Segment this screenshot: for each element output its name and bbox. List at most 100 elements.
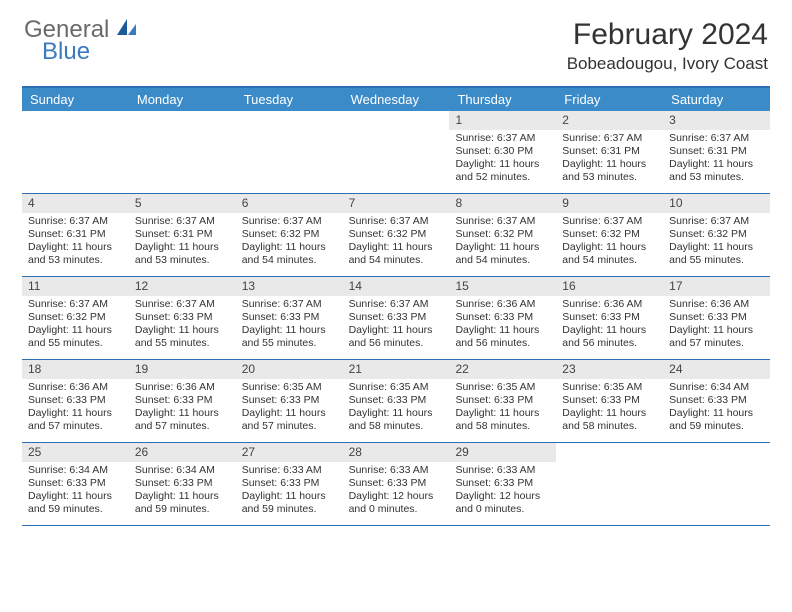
day-info: Sunrise: 6:37 AMSunset: 6:32 PMDaylight:…: [343, 213, 450, 272]
day-info: Sunrise: 6:37 AMSunset: 6:32 PMDaylight:…: [663, 213, 770, 272]
day-info: Sunrise: 6:35 AMSunset: 6:33 PMDaylight:…: [556, 379, 663, 438]
calendar-cell: 4Sunrise: 6:37 AMSunset: 6:31 PMDaylight…: [22, 194, 129, 276]
daylight-text: Daylight: 11 hours and 56 minutes.: [455, 324, 550, 350]
daylight-text: Daylight: 12 hours and 0 minutes.: [349, 490, 444, 516]
daylight-text: Daylight: 11 hours and 55 minutes.: [669, 241, 764, 267]
sunset-text: Sunset: 6:33 PM: [455, 477, 550, 490]
daylight-text: Daylight: 11 hours and 56 minutes.: [562, 324, 657, 350]
daylight-text: Daylight: 11 hours and 59 minutes.: [135, 490, 230, 516]
sunrise-text: Sunrise: 6:37 AM: [562, 132, 657, 145]
dayhead-sat: Saturday: [663, 88, 770, 111]
day-info: Sunrise: 6:37 AMSunset: 6:31 PMDaylight:…: [663, 130, 770, 189]
daylight-text: Daylight: 11 hours and 54 minutes.: [455, 241, 550, 267]
day-number: 12: [129, 277, 236, 296]
daylight-text: Daylight: 11 hours and 54 minutes.: [349, 241, 444, 267]
sunset-text: Sunset: 6:33 PM: [669, 311, 764, 324]
calendar-cell: 22Sunrise: 6:35 AMSunset: 6:33 PMDayligh…: [449, 360, 556, 442]
sunrise-text: Sunrise: 6:36 AM: [135, 381, 230, 394]
sunset-text: Sunset: 6:33 PM: [455, 394, 550, 407]
day-number: 18: [22, 360, 129, 379]
logo-sail-icon: [116, 18, 138, 41]
sunset-text: Sunset: 6:31 PM: [562, 145, 657, 158]
day-info: Sunrise: 6:37 AMSunset: 6:32 PMDaylight:…: [556, 213, 663, 272]
sunrise-text: Sunrise: 6:37 AM: [349, 298, 444, 311]
sunrise-text: Sunrise: 6:37 AM: [242, 215, 337, 228]
sunrise-text: Sunrise: 6:36 AM: [28, 381, 123, 394]
day-number: 16: [556, 277, 663, 296]
calendar-cell: 25Sunrise: 6:34 AMSunset: 6:33 PMDayligh…: [22, 443, 129, 525]
sunset-text: Sunset: 6:33 PM: [562, 311, 657, 324]
day-info: Sunrise: 6:36 AMSunset: 6:33 PMDaylight:…: [556, 296, 663, 355]
month-title: February 2024: [567, 18, 768, 52]
sunset-text: Sunset: 6:32 PM: [562, 228, 657, 241]
day-number: 27: [236, 443, 343, 462]
calendar-cell: [663, 443, 770, 525]
daylight-text: Daylight: 11 hours and 56 minutes.: [349, 324, 444, 350]
dayhead-tue: Tuesday: [236, 88, 343, 111]
daylight-text: Daylight: 11 hours and 57 minutes.: [242, 407, 337, 433]
day-number: [129, 111, 236, 115]
dayhead-sun: Sunday: [22, 88, 129, 111]
week-row: 18Sunrise: 6:36 AMSunset: 6:33 PMDayligh…: [22, 360, 770, 443]
daylight-text: Daylight: 11 hours and 53 minutes.: [669, 158, 764, 184]
daylight-text: Daylight: 11 hours and 54 minutes.: [562, 241, 657, 267]
day-info: Sunrise: 6:34 AMSunset: 6:33 PMDaylight:…: [129, 462, 236, 521]
day-info: Sunrise: 6:33 AMSunset: 6:33 PMDaylight:…: [449, 462, 556, 521]
calendar-cell: 10Sunrise: 6:37 AMSunset: 6:32 PMDayligh…: [663, 194, 770, 276]
calendar-cell: 14Sunrise: 6:37 AMSunset: 6:33 PMDayligh…: [343, 277, 450, 359]
sunset-text: Sunset: 6:31 PM: [669, 145, 764, 158]
day-info: Sunrise: 6:33 AMSunset: 6:33 PMDaylight:…: [343, 462, 450, 521]
week-row: 4Sunrise: 6:37 AMSunset: 6:31 PMDaylight…: [22, 194, 770, 277]
daylight-text: Daylight: 11 hours and 58 minutes.: [349, 407, 444, 433]
day-number: [343, 111, 450, 115]
day-number: 14: [343, 277, 450, 296]
day-info: Sunrise: 6:36 AMSunset: 6:33 PMDaylight:…: [22, 379, 129, 438]
sunrise-text: Sunrise: 6:33 AM: [349, 464, 444, 477]
day-info: Sunrise: 6:37 AMSunset: 6:32 PMDaylight:…: [22, 296, 129, 355]
sunrise-text: Sunrise: 6:36 AM: [455, 298, 550, 311]
calendar-cell: 19Sunrise: 6:36 AMSunset: 6:33 PMDayligh…: [129, 360, 236, 442]
sunrise-text: Sunrise: 6:37 AM: [562, 215, 657, 228]
day-number: 13: [236, 277, 343, 296]
calendar-cell: 20Sunrise: 6:35 AMSunset: 6:33 PMDayligh…: [236, 360, 343, 442]
calendar-cell: 11Sunrise: 6:37 AMSunset: 6:32 PMDayligh…: [22, 277, 129, 359]
sunrise-text: Sunrise: 6:34 AM: [135, 464, 230, 477]
day-number: 1: [449, 111, 556, 130]
calendar-cell: 1Sunrise: 6:37 AMSunset: 6:30 PMDaylight…: [449, 111, 556, 193]
calendar-cell: 5Sunrise: 6:37 AMSunset: 6:31 PMDaylight…: [129, 194, 236, 276]
sunset-text: Sunset: 6:33 PM: [349, 394, 444, 407]
calendar-cell: 28Sunrise: 6:33 AMSunset: 6:33 PMDayligh…: [343, 443, 450, 525]
calendar-cell: [556, 443, 663, 525]
calendar-cell: 26Sunrise: 6:34 AMSunset: 6:33 PMDayligh…: [129, 443, 236, 525]
day-info: Sunrise: 6:35 AMSunset: 6:33 PMDaylight:…: [236, 379, 343, 438]
weeks-container: 1Sunrise: 6:37 AMSunset: 6:30 PMDaylight…: [22, 111, 770, 526]
day-number: 5: [129, 194, 236, 213]
day-info: Sunrise: 6:37 AMSunset: 6:31 PMDaylight:…: [556, 130, 663, 189]
day-info: Sunrise: 6:37 AMSunset: 6:31 PMDaylight:…: [129, 213, 236, 272]
sunset-text: Sunset: 6:31 PM: [28, 228, 123, 241]
sunrise-text: Sunrise: 6:35 AM: [349, 381, 444, 394]
sunset-text: Sunset: 6:32 PM: [28, 311, 123, 324]
logo: General Blue: [24, 18, 138, 64]
week-row: 25Sunrise: 6:34 AMSunset: 6:33 PMDayligh…: [22, 443, 770, 526]
dayhead-fri: Friday: [556, 88, 663, 111]
calendar-cell: [22, 111, 129, 193]
sunset-text: Sunset: 6:33 PM: [349, 477, 444, 490]
day-header-row: Sunday Monday Tuesday Wednesday Thursday…: [22, 88, 770, 111]
day-number: 6: [236, 194, 343, 213]
sunrise-text: Sunrise: 6:36 AM: [562, 298, 657, 311]
day-info: Sunrise: 6:36 AMSunset: 6:33 PMDaylight:…: [449, 296, 556, 355]
sunrise-text: Sunrise: 6:37 AM: [669, 132, 764, 145]
sunrise-text: Sunrise: 6:37 AM: [242, 298, 337, 311]
sunset-text: Sunset: 6:33 PM: [242, 394, 337, 407]
sunrise-text: Sunrise: 6:33 AM: [242, 464, 337, 477]
daylight-text: Daylight: 11 hours and 59 minutes.: [242, 490, 337, 516]
daylight-text: Daylight: 12 hours and 0 minutes.: [455, 490, 550, 516]
calendar-cell: 24Sunrise: 6:34 AMSunset: 6:33 PMDayligh…: [663, 360, 770, 442]
calendar-cell: 13Sunrise: 6:37 AMSunset: 6:33 PMDayligh…: [236, 277, 343, 359]
day-info: Sunrise: 6:37 AMSunset: 6:30 PMDaylight:…: [449, 130, 556, 189]
day-info: Sunrise: 6:37 AMSunset: 6:33 PMDaylight:…: [343, 296, 450, 355]
sunset-text: Sunset: 6:32 PM: [455, 228, 550, 241]
day-info: Sunrise: 6:37 AMSunset: 6:31 PMDaylight:…: [22, 213, 129, 272]
sunset-text: Sunset: 6:33 PM: [242, 311, 337, 324]
